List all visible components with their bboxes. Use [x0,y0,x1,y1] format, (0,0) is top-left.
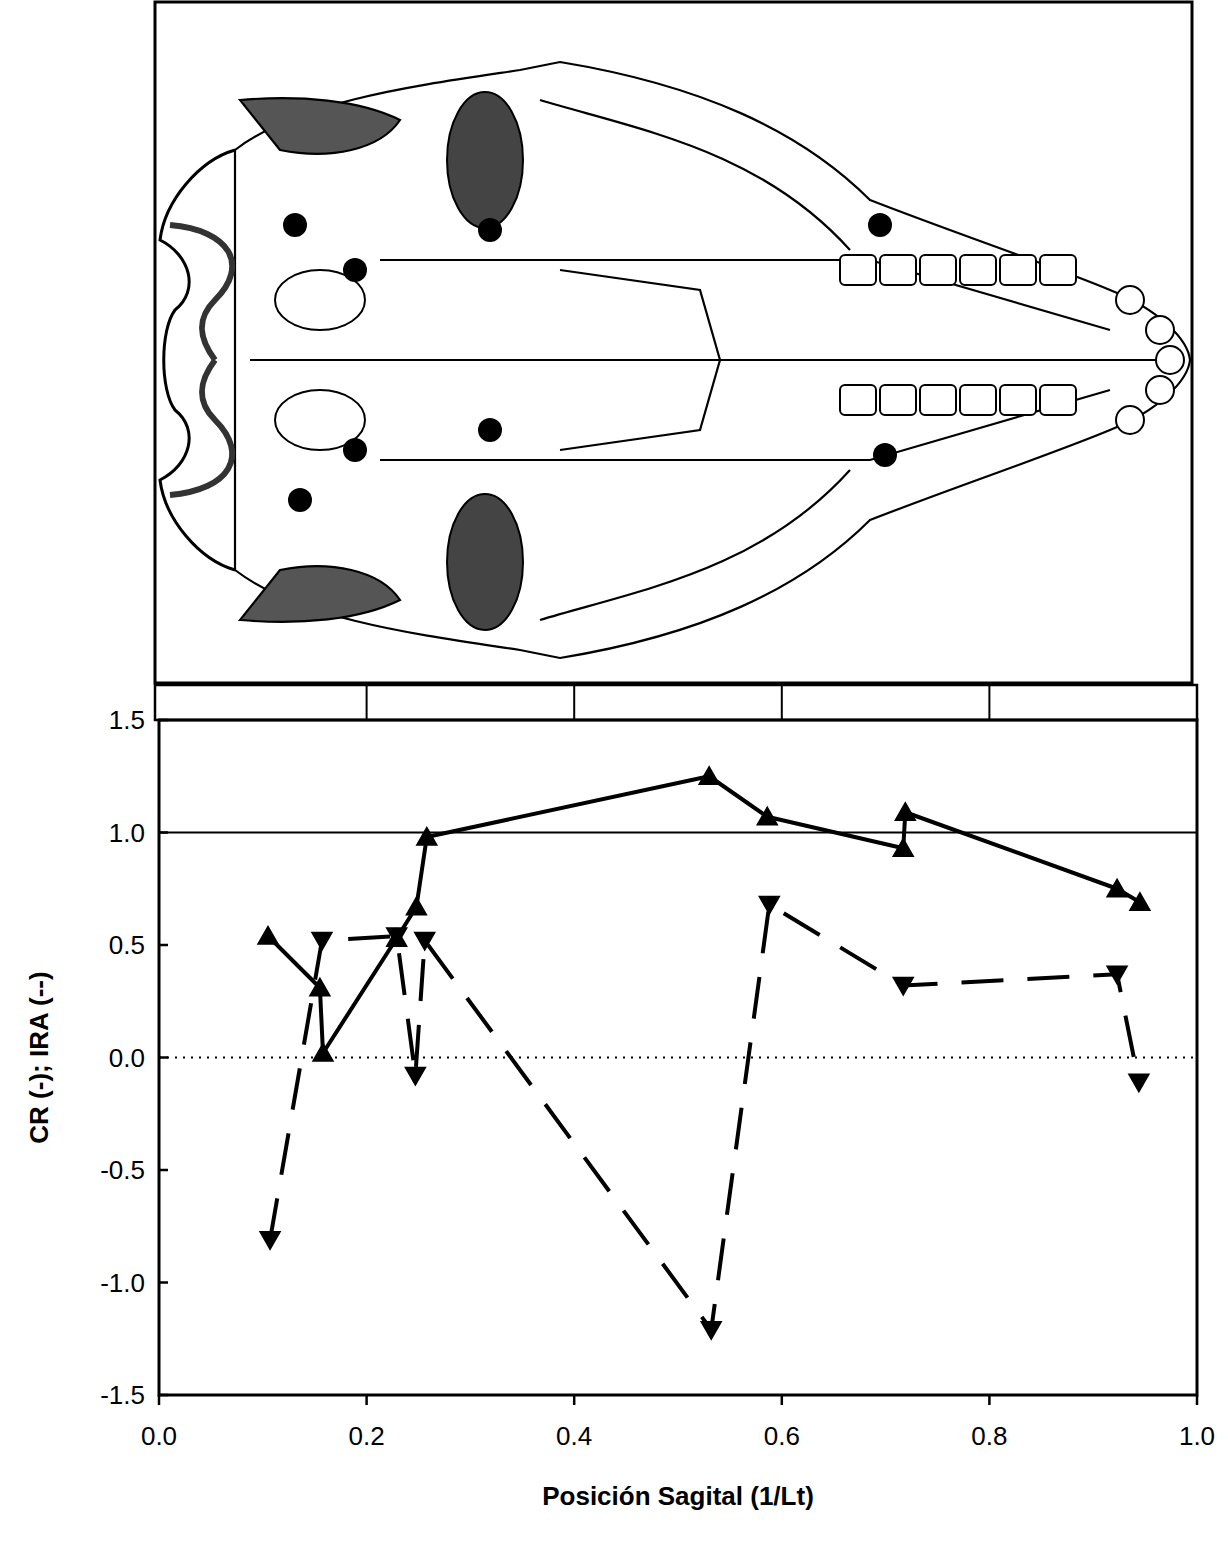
x-tick-label: 0.8 [971,1421,1007,1451]
skull-foramen [868,213,892,237]
series-marker [1107,966,1127,984]
skull-outline [240,98,400,154]
skull-tooth [840,255,876,285]
x-tick [1196,1395,1199,1405]
skull-tooth [960,255,996,285]
skull-foramen [478,218,502,242]
series-marker [405,1068,425,1086]
y-tick-label: 1.5 [109,705,145,735]
x-tick [573,1395,576,1405]
skull-tooth [920,385,956,415]
x-tick [158,1395,161,1405]
series-marker [893,839,913,857]
y-tick-label: 0.5 [109,930,145,960]
skull-foramen [288,488,312,512]
series-marker [415,933,435,951]
y-tick [159,1394,168,1397]
skull-foramen [343,258,367,282]
skull-orbit [447,494,523,630]
skull-incisor [1146,376,1174,404]
skull-outline [170,360,232,495]
series-marker [1107,879,1127,897]
x-tick-label: 0.4 [556,1421,592,1451]
skull-incisor [1156,346,1184,374]
x-tick [988,1395,991,1405]
skull-tooth [840,385,876,415]
y-tick [159,831,168,834]
illustration-frame [155,2,1192,683]
skull-incisor [1116,286,1144,314]
skull-tooth [1000,255,1036,285]
series-marker [895,803,915,821]
strip-divider [366,685,368,720]
skull-outline [250,260,1180,460]
x-axis-title: Posición Sagital (1/Lt) [542,1481,814,1511]
skull-outline [240,566,400,622]
series-line [268,776,1140,1053]
series-marker [387,928,407,946]
x-tick [781,1395,784,1405]
y-tick-label: -1.5 [100,1380,145,1410]
series-marker [1130,893,1150,911]
plot-frame [159,720,1197,1395]
skull-tooth [880,385,916,415]
series-marker [258,927,278,945]
skull-outline [170,225,232,360]
series-marker [701,1322,721,1340]
skull-outline [540,100,850,620]
y-tick [159,1281,168,1284]
x-tick-label: 0.6 [764,1421,800,1451]
series-marker [406,897,426,915]
skull-outline [235,62,1190,658]
series-marker [310,978,330,996]
series-marker [312,933,332,951]
y-tick-label: -1.0 [100,1268,145,1298]
skull-tooth [1040,255,1076,285]
x-tick-label: 0.2 [349,1421,385,1451]
skull-orbit [447,92,523,228]
skull-tooth [1040,385,1076,415]
skull-foramen [343,438,367,462]
strip-divider [781,685,783,720]
series-marker [757,807,777,825]
series-marker [1129,1074,1149,1092]
skull-tooth [880,255,916,285]
skull-illustration [155,2,1192,683]
strip-divider [573,685,575,720]
skull-foramen [283,213,307,237]
figure: -1.5 -1.0 -0.5 0.0 0.5 1.0 1.5 0.0 0.2 0.4 0.6 0.8 1… [0,0,1228,1552]
skull-incisor [1116,406,1144,434]
x-tick-label: 1.0 [1179,1421,1215,1451]
skull-tooth [1000,385,1036,415]
strip-divider [988,685,990,720]
plot-area [258,767,1150,1340]
series-marker [417,828,437,846]
skull-foramen [478,418,502,442]
y-axis-title: CR (-); IRA (--) [24,971,54,1143]
y-tick [159,1169,168,1172]
y-tick-label: 0.0 [109,1043,145,1073]
series-marker [699,767,719,785]
y-tick-label: -0.5 [100,1155,145,1185]
position-strip [155,685,1197,720]
skull-incisor [1146,316,1174,344]
x-tick-label: 0.0 [141,1421,177,1451]
y-tick [159,719,168,722]
series-marker [313,1044,333,1062]
y-tick-label: 1.0 [109,818,145,848]
series-marker [893,978,913,996]
series-line [270,905,1139,1330]
series-marker [260,1232,280,1250]
x-tick [365,1395,368,1405]
y-tick [159,1056,168,1059]
skull-outline [160,150,235,570]
skull-tooth [920,255,956,285]
reference-line [159,832,1197,834]
series-marker [759,897,779,915]
skull-tooth [960,385,996,415]
y-tick [159,944,168,947]
skull-outline [560,270,720,450]
